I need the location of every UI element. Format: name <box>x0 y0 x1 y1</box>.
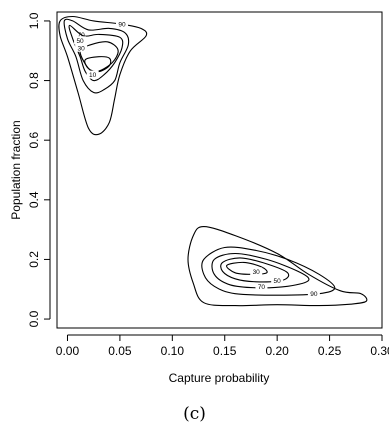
contour-label: 90 <box>310 291 318 298</box>
contour-label-background <box>255 282 268 291</box>
contour-line <box>211 252 310 289</box>
contour-label: 70 <box>258 284 266 291</box>
y-tick-label: 1.0 <box>27 12 41 29</box>
x-tick-label: 0.15 <box>213 344 237 358</box>
contour-label-background <box>307 289 320 298</box>
x-axis: 0.00 0.05 0.10 0.15 0.20 0.25 0.30 <box>56 334 389 358</box>
contour-line <box>187 226 368 307</box>
y-tick-label: 0.4 <box>27 191 41 208</box>
x-tick-label: 0.00 <box>56 344 80 358</box>
contour-line <box>226 261 268 275</box>
contour-label: 30 <box>253 269 261 276</box>
contour-line <box>63 18 130 94</box>
y-tick-label: 0.8 <box>27 72 41 89</box>
contour-label: 50 <box>76 38 84 45</box>
y-tick-label: 0.6 <box>27 132 41 149</box>
x-tick-label: 0.25 <box>318 344 342 358</box>
contour-label: 10 <box>89 72 97 79</box>
contour-label-background <box>86 70 99 79</box>
contour-line <box>68 24 124 82</box>
x-tick-label: 0.20 <box>265 344 289 358</box>
x-tick-label: 0.05 <box>108 344 132 358</box>
contour-label-background <box>271 276 284 285</box>
contour-line <box>201 246 336 296</box>
y-tick-label: 0.0 <box>27 310 41 327</box>
x-axis-label: Capture probability <box>169 371 270 385</box>
y-tick-label: 0.2 <box>27 251 41 268</box>
contour-plot: 0.000.050.100.150.200.250.30 0.00.20.40.… <box>9 11 389 385</box>
contour-label-background <box>75 43 88 52</box>
plot-frame <box>56 11 383 329</box>
contour-line <box>84 56 112 73</box>
contour-line <box>58 15 148 136</box>
y-axis-label: Population fraction <box>9 120 23 219</box>
contour-label: 90 <box>118 21 126 28</box>
y-axis: 0.0 0.2 0.4 0.6 0.8 1.0 <box>27 12 51 327</box>
contour-label-background <box>74 36 87 45</box>
contour-label-background <box>250 267 263 276</box>
contour-label-background <box>116 19 128 28</box>
contour-label: 50 <box>274 278 282 285</box>
x-tick-label: 0.10 <box>161 344 185 358</box>
x-tick-label: 0.30 <box>370 344 389 358</box>
contour-label: 30 <box>77 45 85 52</box>
panel-label: (c) <box>183 404 206 424</box>
